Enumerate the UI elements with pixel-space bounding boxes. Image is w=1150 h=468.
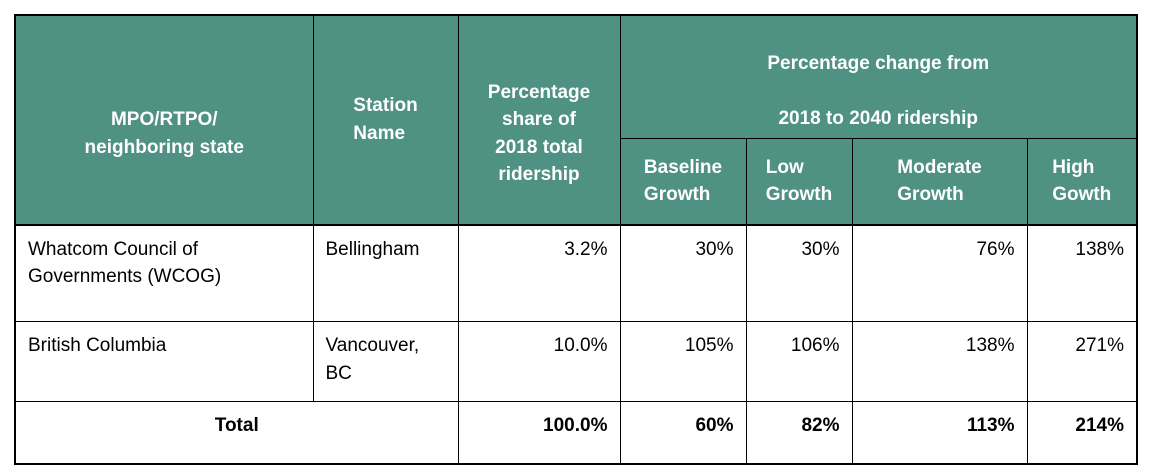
total-baseline: 60%	[619, 401, 747, 465]
cell-share: 10.0%	[457, 321, 621, 403]
table-row-wcog: Whatcom Council of Governments (WCOG) Be…	[14, 224, 1138, 323]
header-cell-moderate-growth: Moderate Growth	[851, 138, 1028, 226]
cell-low: 30%	[745, 224, 853, 323]
header-high-label: High Gowth	[1052, 156, 1112, 206]
total-low: 82%	[745, 401, 853, 465]
total-moderate: 113%	[851, 401, 1028, 465]
total-label: Total	[14, 401, 459, 465]
total-high: 214%	[1026, 401, 1138, 465]
header-moderate-label: Moderate Growth	[897, 156, 982, 206]
cell-moderate: 138%	[851, 321, 1028, 403]
cell-baseline: 30%	[619, 224, 747, 323]
header-cell-high-growth: High Gowth	[1026, 138, 1138, 226]
cell-station: Vancouver, BC	[312, 321, 459, 403]
header-share-label: Percentage share of 2018 total ridership	[487, 81, 591, 186]
cell-high: 271%	[1026, 321, 1138, 403]
header-cell-change-group: Percentage change from 2018 to 2040 ride…	[619, 14, 1138, 140]
header-cell-mpo: MPO/RTPO/ neighboring state	[14, 14, 314, 226]
total-share: 100.0%	[457, 401, 621, 465]
cell-high: 138%	[1026, 224, 1138, 323]
header-mpo-label: MPO/RTPO/ neighboring state	[84, 109, 244, 158]
ridership-table: MPO/RTPO/ neighboring state Station Name…	[14, 14, 1138, 465]
cell-mpo: Whatcom Council of Governments (WCOG)	[14, 224, 314, 323]
cell-share: 3.2%	[457, 224, 621, 323]
table-row-british-columbia: British Columbia Vancouver, BC 10.0% 105…	[14, 321, 1138, 403]
header-cell-baseline-growth: Baseline Growth	[619, 138, 747, 226]
cell-baseline: 105%	[619, 321, 747, 403]
header-low-label: Low Growth	[765, 156, 833, 206]
cell-station: Bellingham	[312, 224, 459, 323]
header-baseline-label: Baseline Growth	[643, 156, 723, 206]
header-cell-share: Percentage share of 2018 total ridership	[457, 14, 621, 226]
header-cell-low-growth: Low Growth	[745, 138, 853, 226]
header-change-group-label: Percentage change from 2018 to 2040 ride…	[767, 52, 990, 129]
cell-moderate: 76%	[851, 224, 1028, 323]
cell-mpo: British Columbia	[14, 321, 314, 403]
table-row-total: Total 100.0% 60% 82% 113% 214%	[14, 401, 1138, 465]
header-station-label: Station Name	[353, 95, 418, 144]
header-cell-station: Station Name	[312, 14, 459, 226]
cell-low: 106%	[745, 321, 853, 403]
